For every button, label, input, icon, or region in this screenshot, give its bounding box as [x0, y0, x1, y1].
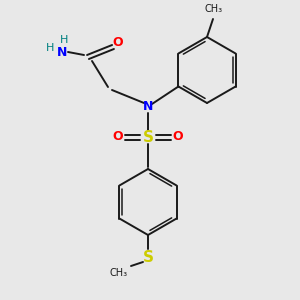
Text: S: S [142, 130, 154, 145]
Text: S: S [142, 250, 154, 265]
Text: H: H [60, 35, 68, 45]
Text: O: O [113, 130, 123, 143]
Text: O: O [113, 37, 123, 50]
Text: N: N [57, 46, 67, 59]
Text: CH₃: CH₃ [205, 4, 223, 14]
Text: N: N [143, 100, 153, 113]
Text: O: O [173, 130, 183, 143]
Text: H: H [46, 43, 54, 53]
Text: CH₃: CH₃ [110, 268, 128, 278]
